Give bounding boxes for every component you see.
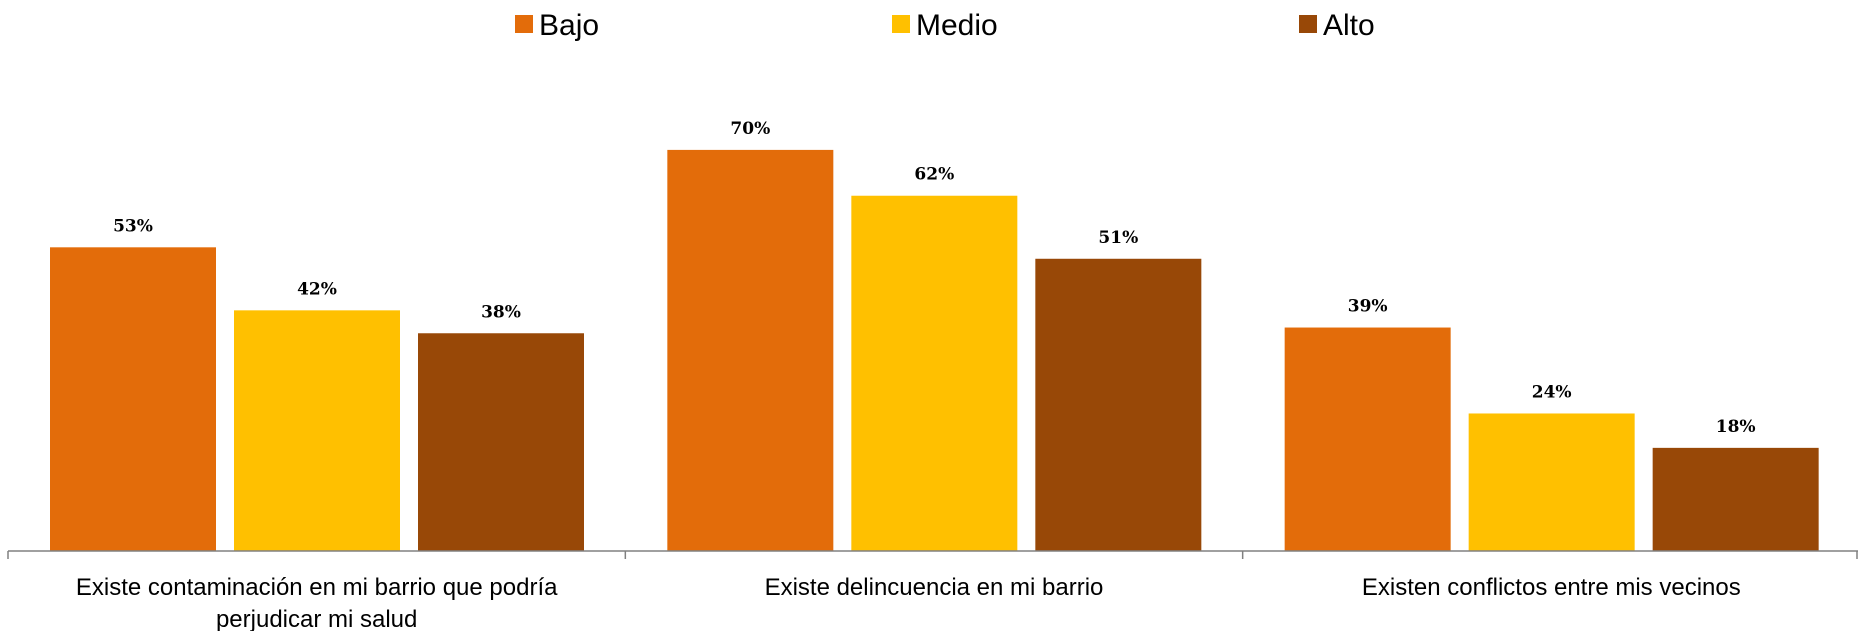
bar-alto-1: [418, 333, 584, 551]
data-labels: 53% 42% 38% 70% 62% 51% 39% 24% 18%: [113, 119, 1755, 437]
bar-bajo-3: [1284, 327, 1451, 551]
legend-label-bajo: Bajo: [539, 9, 599, 42]
category-label-2: Existe delincuencia en mi barrio: [765, 574, 1104, 601]
legend-swatch-bajo: [515, 15, 533, 33]
bar-alto-3: [1652, 447, 1819, 551]
data-label-bajo-1: 53%: [113, 216, 153, 236]
bar-alto-2: [1035, 258, 1202, 551]
data-label-alto-3: 18%: [1716, 417, 1756, 437]
data-label-medio-1: 42%: [297, 279, 337, 299]
bar-medio-1: [234, 310, 400, 551]
category-label-line: perjudicar mi salud: [216, 606, 417, 631]
data-label-bajo-2: 70%: [730, 119, 770, 139]
category-label-line: Existen conflictos entre mis vecinos: [1362, 574, 1741, 601]
data-label-bajo-3: 39%: [1348, 297, 1388, 317]
bar-bajo-1: [50, 247, 216, 551]
category-label-line: Existe delincuencia en mi barrio: [765, 574, 1104, 601]
legend-label-alto: Alto: [1323, 9, 1375, 42]
bar-medio-3: [1468, 413, 1635, 551]
data-label-alto-1: 38%: [481, 302, 521, 322]
category-labels: Existe contaminación en mi barrio que po…: [76, 574, 1741, 631]
legend-swatch-medio: [892, 15, 910, 33]
legend: Bajo Medio Alto: [515, 9, 1375, 42]
data-label-medio-3: 24%: [1532, 382, 1572, 402]
bar-medio-2: [851, 195, 1018, 552]
data-label-alto-2: 51%: [1098, 228, 1138, 248]
category-label-line: Existe contaminación en mi barrio que po…: [76, 574, 558, 601]
data-label-medio-2: 62%: [914, 165, 954, 185]
legend-label-medio: Medio: [916, 9, 998, 42]
bars: [50, 149, 1819, 552]
category-label-1: Existe contaminación en mi barrio que po…: [76, 574, 558, 631]
bar-bajo-2: [667, 149, 834, 551]
legend-swatch-alto: [1299, 15, 1317, 33]
x-axis: [7, 550, 1858, 559]
category-label-3: Existen conflictos entre mis vecinos: [1362, 574, 1741, 601]
